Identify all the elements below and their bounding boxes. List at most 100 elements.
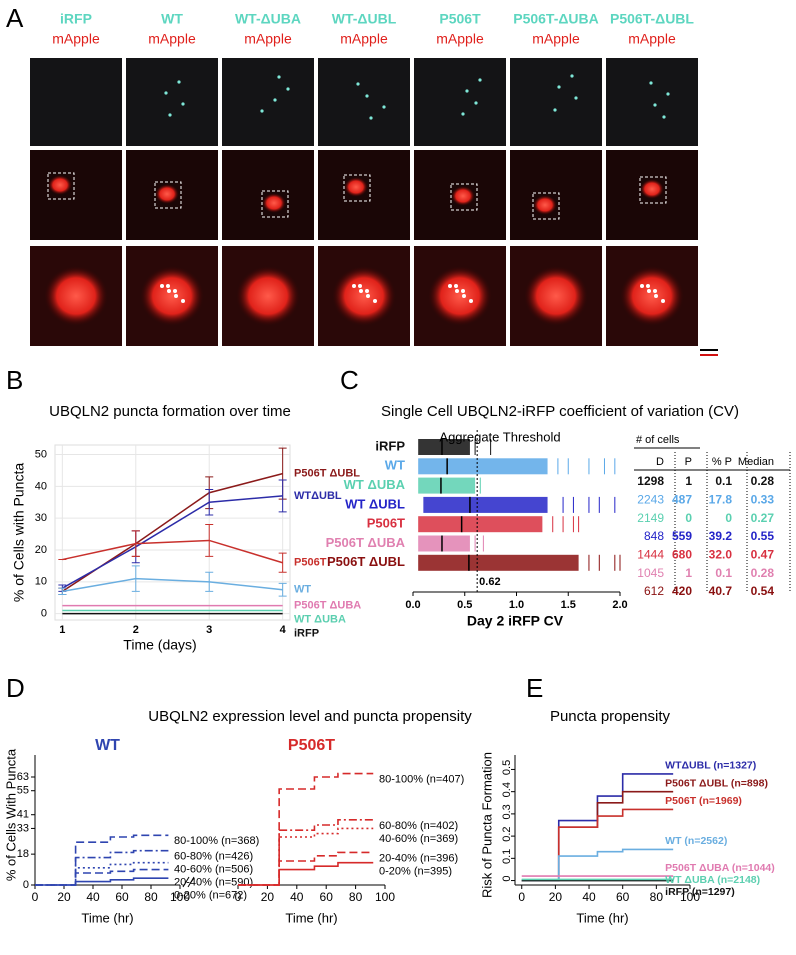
series-label: P506T (n=1969) [665, 795, 742, 807]
x-tick-label: 0 [518, 890, 525, 904]
y-axis-label: % of Cells With Puncta [3, 748, 18, 881]
inset-box [343, 174, 371, 202]
x-tick-label: 2.0 [612, 599, 627, 611]
channel-label: mApple [436, 31, 484, 47]
step-line [238, 851, 374, 886]
table-cell: 0.28 [751, 566, 775, 580]
channel-label: mApple [340, 31, 388, 47]
series-label: iRFP [294, 628, 319, 640]
puncta [666, 92, 670, 96]
micrograph [30, 150, 122, 240]
cell [428, 266, 492, 326]
channel-label: WT [161, 11, 183, 27]
x-axis-label: Time (days) [123, 637, 196, 653]
table-cell: 487 [672, 493, 692, 507]
value-range [418, 516, 543, 533]
puncta [661, 299, 665, 303]
puncta [365, 94, 369, 98]
panel-letter: B [6, 365, 23, 395]
table-cell: 1 [685, 566, 692, 580]
series-label: 0-20% (n=672) [174, 890, 247, 902]
y-tick-label: 30 [35, 512, 47, 524]
puncta [553, 108, 557, 112]
x-axis-label: Time (hr) [285, 910, 337, 925]
x-axis-label: Time (hr) [81, 910, 133, 925]
y-tick-label: 0.3 [501, 804, 513, 819]
step-line [521, 790, 674, 882]
table-cell: 0.33 [751, 493, 775, 507]
column-header: P [685, 456, 692, 468]
puncta [373, 299, 377, 303]
table-cell: 39.2 [709, 529, 733, 543]
puncta [662, 115, 666, 119]
puncta [277, 75, 281, 79]
puncta [469, 299, 473, 303]
x-tick-label: 0.5 [457, 599, 472, 611]
error-bar [58, 587, 67, 596]
cell [236, 266, 300, 326]
y-tick-label: 33 [17, 822, 29, 834]
puncta [574, 96, 578, 100]
series-label: 60-80% (n=426) [174, 851, 253, 863]
micrograph [510, 150, 602, 240]
channel-label: WT-ΔUBA [235, 11, 301, 27]
table-cell: 0.1 [715, 566, 732, 580]
error-bar [278, 582, 287, 597]
puncta [286, 87, 290, 91]
puncta [167, 289, 171, 293]
cell [533, 195, 557, 215]
series-label: 20-40% (n=590) [174, 877, 253, 889]
micrograph [318, 150, 410, 240]
table-cell: 2149 [637, 511, 664, 525]
error-bar [278, 552, 287, 573]
row-label: WT [385, 458, 405, 473]
puncta [461, 112, 465, 116]
puncta [164, 91, 168, 95]
x-tick-label: 40 [290, 890, 304, 904]
table-cell: 0 [725, 511, 732, 525]
row-label: P506T [367, 516, 405, 531]
step-line [35, 861, 169, 886]
series-label: 0-20% (n=395) [379, 865, 452, 877]
x-tick-label: 60 [320, 890, 334, 904]
puncta [461, 289, 465, 293]
table-cell: 680 [672, 548, 692, 562]
series-label: P506T ΔUBA (n=1044) [665, 862, 775, 874]
table-cell: 1 [685, 474, 692, 488]
table-cell: 420 [672, 584, 692, 598]
channel-label: mApple [244, 31, 292, 47]
series-line [61, 495, 283, 589]
inset-box [154, 181, 182, 209]
x-tick-label: 20 [57, 890, 71, 904]
x-tick-label: 80 [650, 890, 664, 904]
puncta [358, 284, 362, 288]
puncta [448, 284, 452, 288]
table-cell: 0.54 [751, 584, 775, 598]
series-line [62, 539, 283, 564]
puncta [366, 294, 370, 298]
puncta [557, 85, 561, 89]
table-cell: 0 [685, 511, 692, 525]
micrograph [126, 58, 218, 146]
y-tick-label: 0.2 [501, 826, 513, 841]
puncta [478, 78, 482, 82]
puncta [647, 289, 651, 293]
step-line [238, 861, 374, 886]
x-tick-label: 0 [32, 890, 39, 904]
table-cell: 0.27 [751, 511, 775, 525]
step-line [35, 877, 169, 886]
puncta [352, 284, 356, 288]
panel-subtitle: P506T [288, 737, 335, 754]
series-label: P506T ΔUBA [294, 600, 361, 612]
chart-title: Puncta propensity [550, 708, 671, 725]
chart-title: UBQLN2 puncta formation over time [49, 403, 291, 420]
step-line [35, 868, 169, 886]
puncta [181, 299, 185, 303]
y-tick-label: 50 [35, 448, 47, 460]
inset-box [532, 192, 560, 220]
error-bar [131, 565, 140, 592]
puncta [181, 102, 185, 106]
x-axis-label: Time (hr) [576, 910, 628, 925]
table-cell: 32.0 [709, 548, 733, 562]
inset-box [47, 172, 75, 200]
